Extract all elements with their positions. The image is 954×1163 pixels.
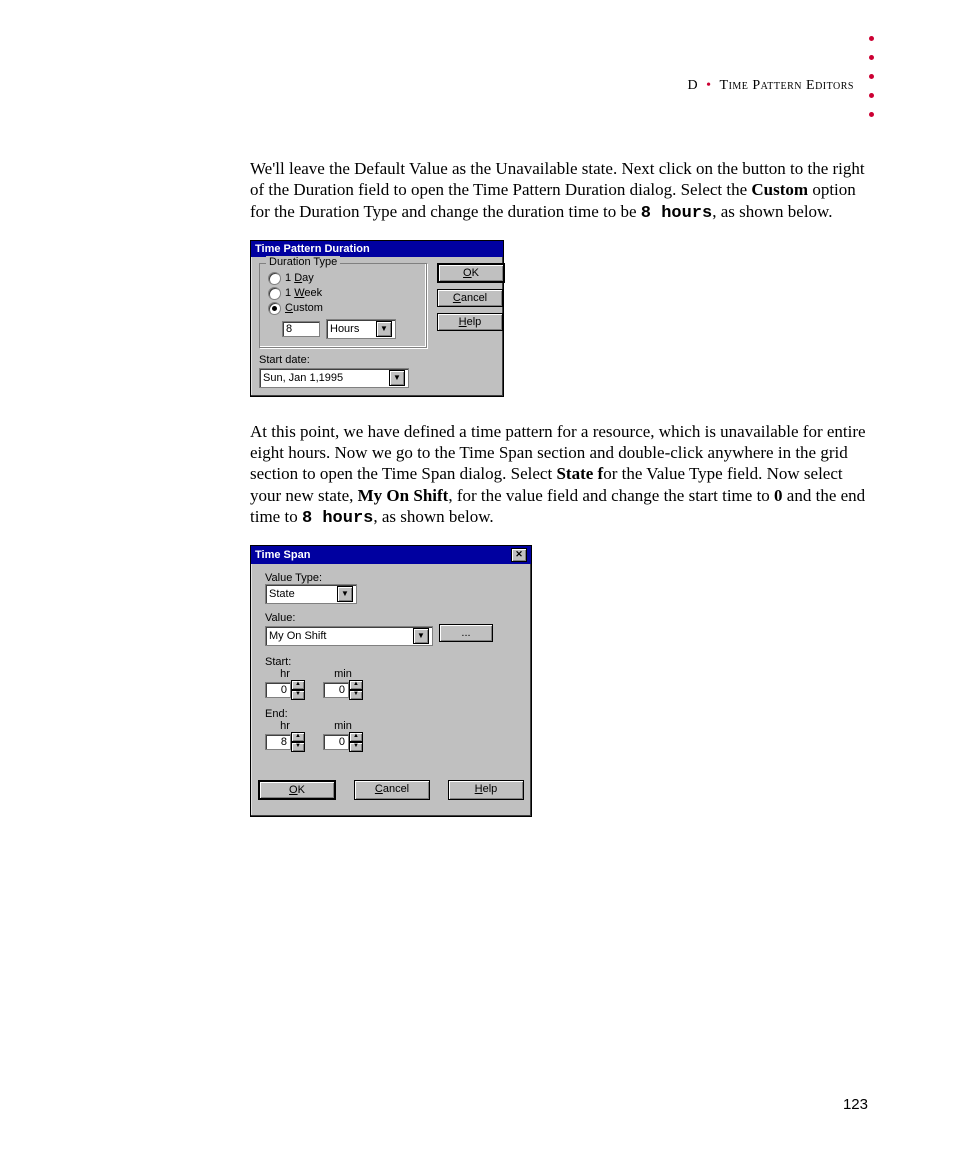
- paragraph-2: At this point, we have defined a time pa…: [250, 421, 874, 529]
- radio-1-week[interactable]: 1 Week: [268, 287, 418, 300]
- end-min-input[interactable]: 0: [323, 734, 349, 750]
- page-number: 123: [843, 1096, 868, 1113]
- time-pattern-duration-dialog: Time Pattern Duration Duration Type 1 Da…: [250, 240, 504, 397]
- paragraph-1: We'll leave the Default Value as the Una…: [250, 158, 874, 224]
- start-min-input[interactable]: 0: [323, 682, 349, 698]
- start-date-label: Start date:: [259, 354, 427, 366]
- page-header: D • Time Pattern Editors: [687, 78, 854, 94]
- start-min-spinner[interactable]: ▲▼: [349, 680, 363, 700]
- dialog1-title: Time Pattern Duration: [255, 243, 370, 255]
- chevron-down-icon: ▼: [337, 586, 353, 602]
- value-type-label: Value Type:: [265, 572, 517, 584]
- value-combo[interactable]: My On Shift ▼: [265, 626, 433, 646]
- start-min-label: min: [323, 668, 363, 680]
- value-type-combo[interactable]: State ▼: [265, 584, 357, 604]
- custom-unit-combo[interactable]: Hours ▼: [326, 319, 396, 339]
- help-button[interactable]: Help: [437, 313, 503, 331]
- start-date-combo[interactable]: Sun, Jan 1,1995 ▼: [259, 368, 409, 388]
- time-span-dialog: Time Span ✕ Value Type: State ▼ Value: M…: [250, 545, 532, 817]
- end-min-label: min: [323, 720, 363, 732]
- chevron-down-icon: ▼: [413, 628, 429, 644]
- start-label: Start:: [265, 656, 517, 668]
- header-section: Time Pattern Editors: [720, 78, 854, 93]
- value-browse-button[interactable]: ...: [439, 624, 493, 642]
- cancel-button[interactable]: Cancel: [437, 289, 503, 307]
- duration-type-group: Duration Type 1 Day 1 Week Custom: [259, 263, 427, 348]
- radio-icon: [268, 302, 281, 315]
- end-hr-label: hr: [265, 720, 305, 732]
- start-hr-input[interactable]: 0: [265, 682, 291, 698]
- header-prefix: D: [687, 78, 698, 93]
- close-icon[interactable]: ✕: [511, 548, 527, 562]
- margin-dots: [869, 36, 874, 117]
- header-bullet: •: [706, 78, 711, 93]
- dialog2-titlebar[interactable]: Time Span ✕: [251, 546, 531, 564]
- end-min-spinner[interactable]: ▲▼: [349, 732, 363, 752]
- cancel-button[interactable]: Cancel: [354, 780, 430, 800]
- dialog2-title: Time Span: [255, 549, 310, 561]
- help-button[interactable]: Help: [448, 780, 524, 800]
- ok-button[interactable]: OK: [258, 780, 336, 800]
- ok-button[interactable]: OK: [437, 263, 505, 283]
- end-hr-input[interactable]: 8: [265, 734, 291, 750]
- chevron-down-icon: ▼: [389, 370, 405, 386]
- radio-1-day[interactable]: 1 Day: [268, 272, 418, 285]
- end-hr-spinner[interactable]: ▲▼: [291, 732, 305, 752]
- start-hr-label: hr: [265, 668, 305, 680]
- custom-value-input[interactable]: 8: [282, 321, 320, 337]
- value-label: Value:: [265, 612, 517, 624]
- radio-icon: [268, 272, 281, 285]
- chevron-down-icon: ▼: [376, 321, 392, 337]
- start-hr-spinner[interactable]: ▲▼: [291, 680, 305, 700]
- end-label: End:: [265, 708, 517, 720]
- radio-icon: [268, 287, 281, 300]
- duration-type-legend: Duration Type: [266, 256, 340, 268]
- radio-custom[interactable]: Custom: [268, 302, 418, 315]
- dialog1-titlebar[interactable]: Time Pattern Duration: [251, 241, 503, 257]
